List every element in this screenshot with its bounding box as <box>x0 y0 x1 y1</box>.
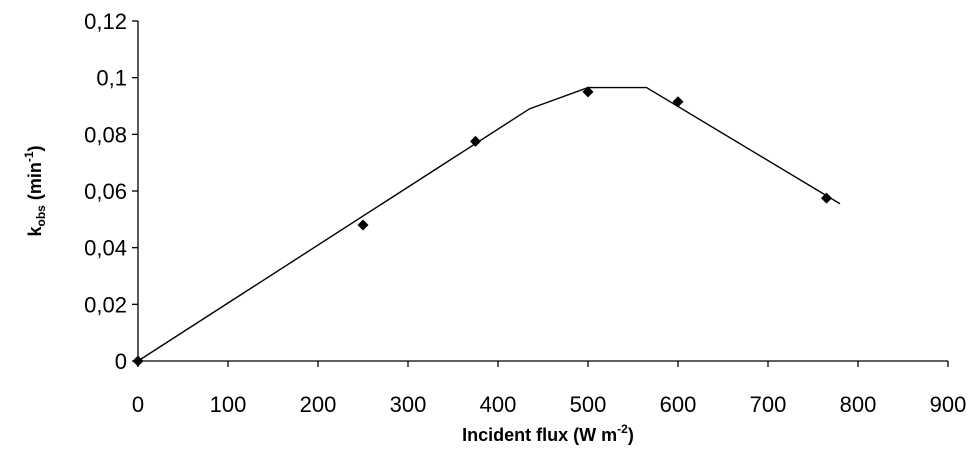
x-axis-title-end: ) <box>628 425 634 445</box>
data-point <box>672 96 684 108</box>
data-point <box>357 219 369 231</box>
y-axis-title-mid: (min <box>25 162 45 205</box>
y-axis-title-k: k <box>25 226 45 237</box>
x-tick-label: 200 <box>300 392 337 417</box>
data-point <box>470 135 481 147</box>
x-tick-label: 0 <box>132 392 144 417</box>
y-tick-label: 0 <box>115 349 127 374</box>
x-ticks: 0 100 200 300 400 500 600 700 800 900 <box>132 361 966 417</box>
x-tick-label: 500 <box>570 392 607 417</box>
x-tick-label: 300 <box>390 392 427 417</box>
y-ticks: 0 0,02 0,04 0,06 0,08 0,1 0,12 <box>84 9 138 374</box>
x-tick-label: 100 <box>210 392 247 417</box>
y-tick-label: 0,08 <box>84 122 127 147</box>
plot-area <box>132 86 841 367</box>
x-axis-title: Incident flux (W m-2) <box>462 422 634 445</box>
x-tick-label: 900 <box>930 392 967 417</box>
y-axis-title-end: ) <box>25 145 45 151</box>
y-axis-title-sub: obs <box>34 205 48 227</box>
y-axis-title: kobs (min-1) <box>22 145 48 236</box>
x-axis-title-main: Incident flux (W m <box>462 425 617 445</box>
x-axis-title-sup: -2 <box>617 422 628 436</box>
y-tick-label: 0,1 <box>96 66 127 91</box>
x-tick-label: 400 <box>480 392 517 417</box>
x-tick-label: 700 <box>750 392 787 417</box>
y-tick-label: 0,04 <box>84 236 127 261</box>
trend-line <box>137 86 841 362</box>
x-tick-label: 800 <box>840 392 877 417</box>
y-tick-label: 0,06 <box>84 179 127 204</box>
y-axis-title-sup: -1 <box>22 151 36 162</box>
axes <box>137 21 948 362</box>
y-tick-label: 0,12 <box>84 9 127 34</box>
x-tick-label: 600 <box>660 392 697 417</box>
data-point <box>821 192 832 204</box>
y-tick-label: 0,02 <box>84 292 127 317</box>
